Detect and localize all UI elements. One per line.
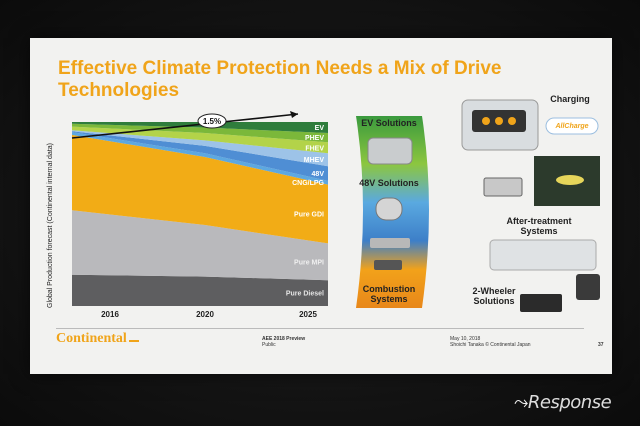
area-48v xyxy=(72,131,328,181)
watermark-text: Response xyxy=(527,392,612,413)
growth-annotation: 1.5% xyxy=(203,117,221,126)
two-wheeler-module-image xyxy=(576,274,600,300)
x-tick-2020: 2020 xyxy=(196,310,214,319)
growth-arrow-head xyxy=(290,111,298,118)
continental-logo: Continental xyxy=(56,331,139,347)
series-label-pure-mpi: Pure MPI xyxy=(294,259,324,266)
event-line-1: AEE 2018 Preview xyxy=(262,336,306,342)
allcharge-logo-frame xyxy=(545,117,599,135)
series-label-phev: PHEV xyxy=(305,135,324,142)
growth-arrow-line xyxy=(71,113,299,139)
charger-light-1 xyxy=(482,117,490,125)
area-pure-mpi xyxy=(72,210,328,281)
event-info: AEE 2018 Preview Public xyxy=(262,336,305,348)
48v-solutions-label: 48V Solutions xyxy=(359,178,419,188)
charger-light-3 xyxy=(508,117,516,125)
area-layers xyxy=(72,122,328,306)
car-photo-highlight xyxy=(556,175,584,185)
y-axis-label: Global Production forecast (Continental … xyxy=(47,143,54,308)
combustion-line-2: Systems xyxy=(370,294,408,304)
aftertreatment-image xyxy=(489,239,597,271)
after-treatment-label: After-treatment Systems xyxy=(500,216,578,236)
ev-solutions-label: EV Solutions xyxy=(361,118,417,128)
charger-light-2 xyxy=(495,117,503,125)
area-fhev xyxy=(72,126,328,154)
series-label-mhev: MHEV xyxy=(304,157,325,164)
allcharge-logo: AllCharge xyxy=(555,123,589,130)
title-line-1: Effective Climate Protection Needs a Mix… xyxy=(58,58,502,79)
series-label-pure-gdi: Pure GDI xyxy=(294,212,324,219)
brand-name: Continental xyxy=(56,331,127,346)
x-tick-2025: 2025 xyxy=(299,310,317,319)
date-info: May 10, 2018 Shoichi Tanaka © Continenta… xyxy=(450,336,531,348)
ecu-image xyxy=(374,260,402,270)
two-wheeler-label: 2-Wheeler Solutions xyxy=(464,286,524,306)
combustion-systems-label: Combustion Systems xyxy=(356,284,422,304)
two-wheeler-line-2: Solutions xyxy=(473,296,515,306)
production-chart: 1.5% Pure Diesel Pure MPI Pure GDI CNG/LPG 4… xyxy=(47,99,600,319)
swoosh-icon: ⤳ xyxy=(514,392,528,413)
series-label-pure-diesel: Pure Diesel xyxy=(286,291,324,298)
series-label-ev: EV xyxy=(315,125,325,132)
page-number: 37 xyxy=(598,342,604,348)
slide: Effective Climate Protection Needs a Mix… xyxy=(30,38,612,374)
title-line-2: Technologies xyxy=(58,80,180,101)
growth-arrow: 1.5% xyxy=(71,111,299,139)
after-treatment-line-2: Systems xyxy=(520,226,558,236)
series-label-fhev: FHEV xyxy=(305,145,324,152)
alternator-image xyxy=(375,197,403,221)
area-cng-lpg xyxy=(72,132,328,185)
x-axis-ticks: 2016 2020 2025 xyxy=(101,310,317,319)
event-line-2: Public xyxy=(262,342,276,348)
two-wheeler-line-1: 2-Wheeler xyxy=(472,286,516,296)
area-phev xyxy=(72,123,328,143)
ev-motor-image xyxy=(367,137,413,165)
area-ev xyxy=(72,122,328,133)
slide-title: Effective Climate Protection Needs a Mix… xyxy=(58,58,538,102)
growth-annotation-bubble xyxy=(197,113,227,129)
inverter-image xyxy=(483,177,523,197)
date-text: May 10, 2018 xyxy=(450,336,481,342)
injector-image xyxy=(370,238,410,248)
horse-icon xyxy=(128,332,139,342)
charging-label: Charging xyxy=(550,94,590,104)
area-mhev xyxy=(72,130,328,167)
two-wheeler-ecu-image xyxy=(520,294,562,312)
series-labels: Pure Diesel Pure MPI Pure GDI CNG/LPG 48V MHE… xyxy=(286,125,325,298)
footer-divider xyxy=(56,328,584,329)
y-axis-label-text: Global Production forecast (Continental … xyxy=(47,143,54,308)
series-label-48v: 48V xyxy=(312,171,325,178)
response-watermark: ⤳Response xyxy=(514,392,612,413)
series-label-cng-lpg: CNG/LPG xyxy=(292,180,324,187)
after-treatment-line-1: After-treatment xyxy=(506,216,572,226)
combustion-line-1: Combustion xyxy=(362,284,416,294)
area-pure-diesel xyxy=(72,274,328,306)
x-tick-2016: 2016 xyxy=(101,310,119,319)
area-pure-gdi xyxy=(72,134,328,244)
author-text: Shoichi Tanaka © Continental Japan xyxy=(450,342,531,348)
